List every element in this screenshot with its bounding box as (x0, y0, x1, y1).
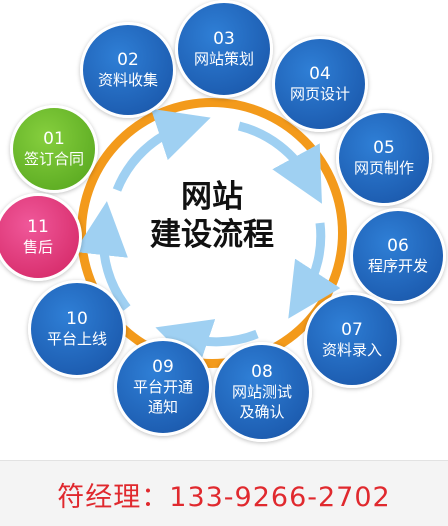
step-number: 07 (341, 320, 363, 340)
diagram-title-line2: 建设流程 (150, 217, 274, 253)
step-number: 04 (309, 64, 331, 84)
step-04: 04 网页设计 (272, 36, 368, 132)
step-number: 11 (27, 217, 49, 237)
contact-footer: 符经理：133-9266-2702 (0, 460, 448, 526)
step-01: 01 签订合同 (10, 105, 98, 193)
step-label: 售后 (22, 238, 53, 256)
step-number: 02 (117, 50, 139, 70)
contact-phone: 符经理：133-9266-2702 (57, 482, 391, 513)
step-05: 05 网页制作 (336, 110, 432, 206)
step-07: 07 资料录入 (304, 292, 400, 388)
step-label: 资料收集 (97, 71, 158, 89)
step-11: 11 售后 (0, 193, 82, 281)
step-06: 06 程序开发 (350, 208, 446, 304)
step-number: 05 (373, 138, 395, 158)
step-number: 03 (213, 29, 235, 49)
step-label: 程序开发 (367, 257, 428, 275)
step-label: 网页设计 (289, 85, 350, 103)
step-label: 资料录入 (321, 341, 382, 359)
step-label: 平台开通通知 (132, 378, 193, 416)
step-number: 10 (66, 309, 88, 329)
step-label: 平台上线 (46, 330, 107, 348)
diagram-title-line1: 网站 (181, 179, 243, 215)
step-08: 08 网站测试及确认 (212, 342, 312, 442)
step-label: 签订合同 (23, 150, 84, 168)
step-09: 09 平台开通通知 (114, 338, 212, 436)
step-02: 02 资料收集 (80, 22, 176, 118)
step-label: 网站测试及确认 (231, 383, 292, 421)
step-number: 09 (152, 357, 174, 377)
step-10: 10 平台上线 (28, 280, 126, 378)
step-number: 01 (43, 129, 65, 149)
step-number: 08 (251, 362, 273, 382)
diagram-title: 网站 建设流程 (77, 178, 347, 254)
step-03: 03 网站策划 (175, 0, 273, 98)
step-label: 网页制作 (353, 159, 414, 177)
step-label: 网站策划 (193, 50, 254, 68)
process-diagram: 网站 建设流程 01 签订合同 02 资料收集 03 网站策划 04 网页设计 … (0, 0, 446, 442)
step-number: 06 (387, 236, 409, 256)
